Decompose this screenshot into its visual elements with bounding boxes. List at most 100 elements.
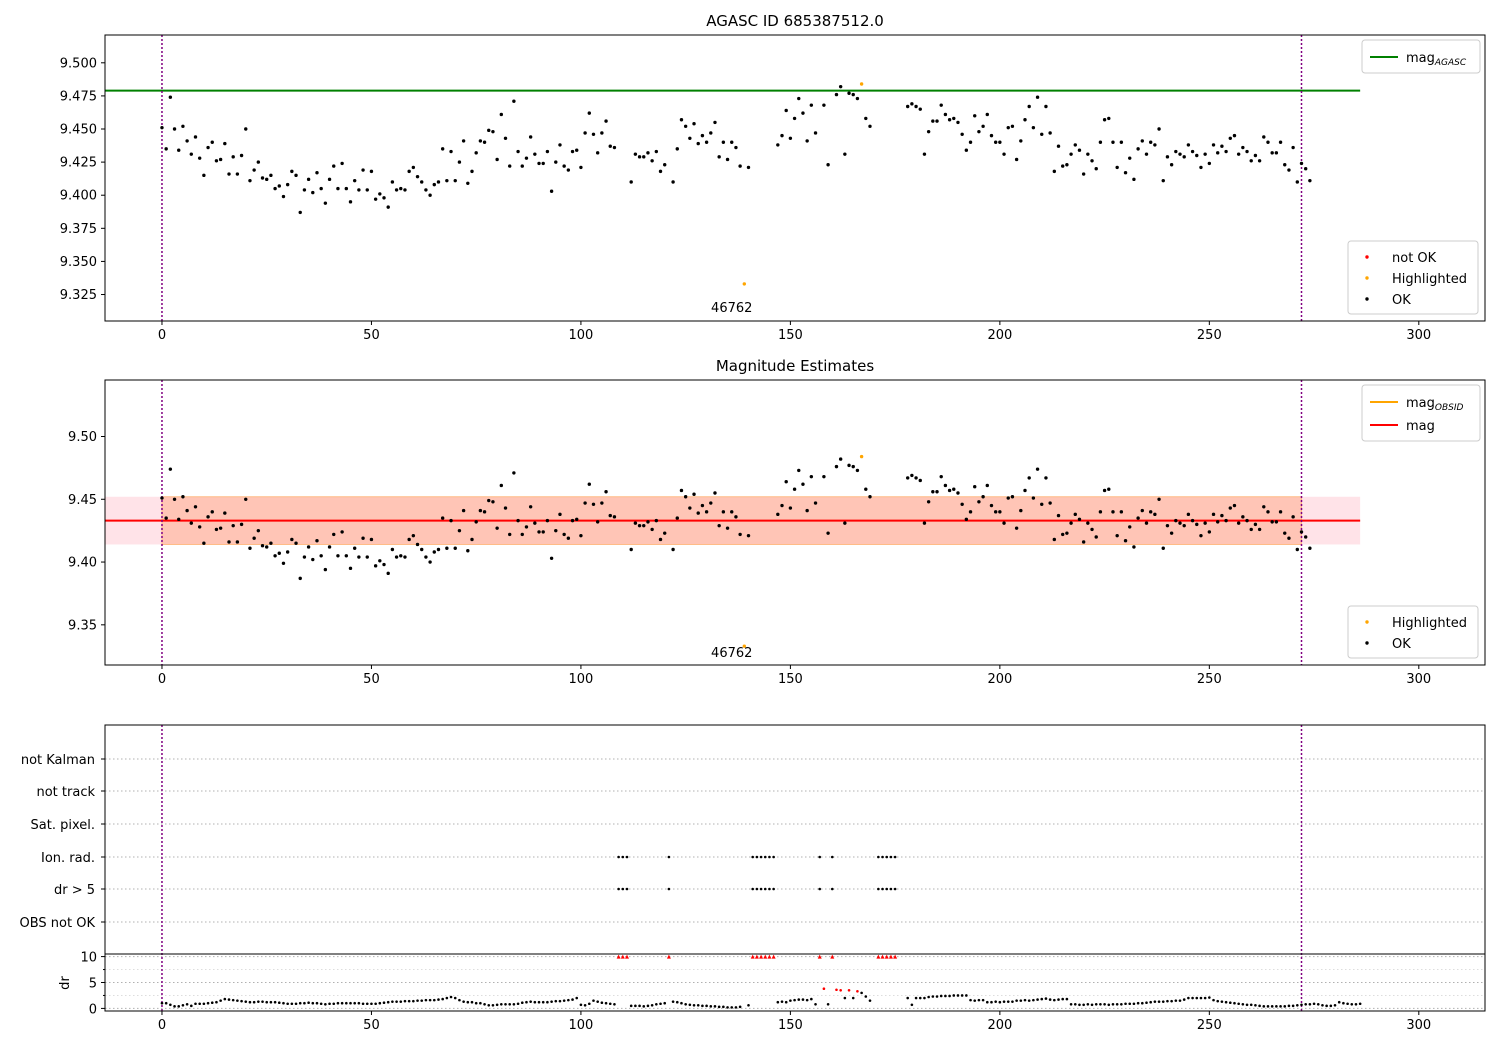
agasc-legend: magAGASC xyxy=(1361,39,1481,74)
dr-point xyxy=(960,994,964,997)
data-point xyxy=(1073,143,1077,147)
flag-marker-ion-rad xyxy=(763,855,767,859)
flag-marker-dr5 xyxy=(621,887,625,891)
data-point xyxy=(449,518,453,523)
data-point xyxy=(260,176,265,180)
dr-point xyxy=(851,996,855,1000)
data-point xyxy=(507,532,512,537)
data-point xyxy=(487,498,491,503)
data-point xyxy=(285,182,290,187)
data-point xyxy=(663,163,667,167)
dr-point xyxy=(985,1000,989,1004)
x-tick-label: 50 xyxy=(363,1018,380,1033)
x-tick-label: 100 xyxy=(569,1018,594,1033)
data-point xyxy=(302,188,307,192)
dr-point xyxy=(994,1000,997,1003)
data-point xyxy=(1253,153,1258,158)
data-point xyxy=(583,501,587,505)
data-point xyxy=(910,102,914,106)
dr-point xyxy=(990,1000,993,1004)
dr-point xyxy=(1027,999,1031,1002)
data-point xyxy=(545,149,550,154)
flag-marker-dr5 xyxy=(881,887,884,891)
data-point xyxy=(394,555,399,559)
dr-point xyxy=(680,1001,683,1005)
dr-point xyxy=(533,1000,537,1004)
data-point xyxy=(600,501,604,505)
dr-point xyxy=(1015,999,1018,1002)
data-point xyxy=(1157,127,1161,131)
data-point xyxy=(918,478,922,483)
dr-point xyxy=(655,1002,658,1006)
data-point xyxy=(470,537,474,542)
data-point xyxy=(776,512,780,517)
dr-point xyxy=(164,1001,168,1005)
data-point xyxy=(725,157,730,162)
dr-point xyxy=(1245,1003,1249,1007)
dr-point xyxy=(638,1004,641,1008)
dr-point xyxy=(294,1002,298,1006)
data-point xyxy=(587,482,591,486)
dr-clipped-marker xyxy=(754,954,759,959)
dr-point xyxy=(864,995,868,998)
dr-point xyxy=(567,998,570,1002)
data-point xyxy=(968,140,973,144)
y-tick-label: 10 xyxy=(80,951,97,966)
dr-point xyxy=(210,1001,214,1005)
data-point xyxy=(1186,143,1191,147)
data-point xyxy=(910,473,914,478)
data-point xyxy=(1086,152,1090,156)
data-point xyxy=(1065,163,1069,167)
x-tick-label: 250 xyxy=(1197,1018,1222,1033)
data-point xyxy=(239,522,244,527)
data-point xyxy=(851,464,855,469)
data-point xyxy=(1165,523,1170,528)
dr-point xyxy=(1174,999,1178,1002)
x-tick-label: 200 xyxy=(987,672,1012,687)
data-point xyxy=(168,467,173,471)
data-point xyxy=(1270,520,1274,524)
data-point xyxy=(306,545,311,549)
dr-point xyxy=(453,996,457,1000)
data-point xyxy=(637,523,642,528)
x-tick-label: 200 xyxy=(987,328,1012,343)
data-point xyxy=(1195,153,1199,158)
data-point xyxy=(466,549,470,553)
data-point xyxy=(1052,169,1057,174)
data-point xyxy=(235,540,240,544)
dr-point xyxy=(1107,1003,1111,1007)
data-point xyxy=(788,136,793,140)
dr-point xyxy=(311,1001,315,1005)
dr-point xyxy=(596,1000,599,1003)
dr-point xyxy=(738,1005,742,1009)
data-point xyxy=(386,205,390,209)
dr-point xyxy=(1090,1003,1094,1007)
dr-point xyxy=(277,1001,281,1005)
data-point xyxy=(319,554,323,558)
dr-point xyxy=(629,1004,633,1008)
dr-point xyxy=(692,1004,696,1007)
data-point xyxy=(478,508,483,513)
data-point xyxy=(361,168,365,172)
data-point xyxy=(520,164,524,168)
x-tick-label: 300 xyxy=(1406,328,1431,343)
data-point xyxy=(554,160,558,164)
data-point xyxy=(864,487,868,491)
data-point xyxy=(784,108,788,113)
data-point xyxy=(1052,537,1057,542)
dr-point xyxy=(1195,996,1199,1000)
dr-point xyxy=(160,1001,164,1005)
dr-point xyxy=(927,995,930,999)
dr-point xyxy=(395,1000,398,1003)
dr-point xyxy=(282,1001,285,1005)
data-point xyxy=(1123,171,1128,175)
x-tick-label: 300 xyxy=(1406,1018,1431,1033)
data-point xyxy=(746,165,751,170)
dr-point xyxy=(634,1004,637,1008)
flag-marker-ion-rad xyxy=(893,855,897,859)
dr-point xyxy=(939,994,943,998)
dr-point xyxy=(981,998,985,1002)
data-point xyxy=(566,168,571,172)
data-point xyxy=(1299,530,1304,534)
